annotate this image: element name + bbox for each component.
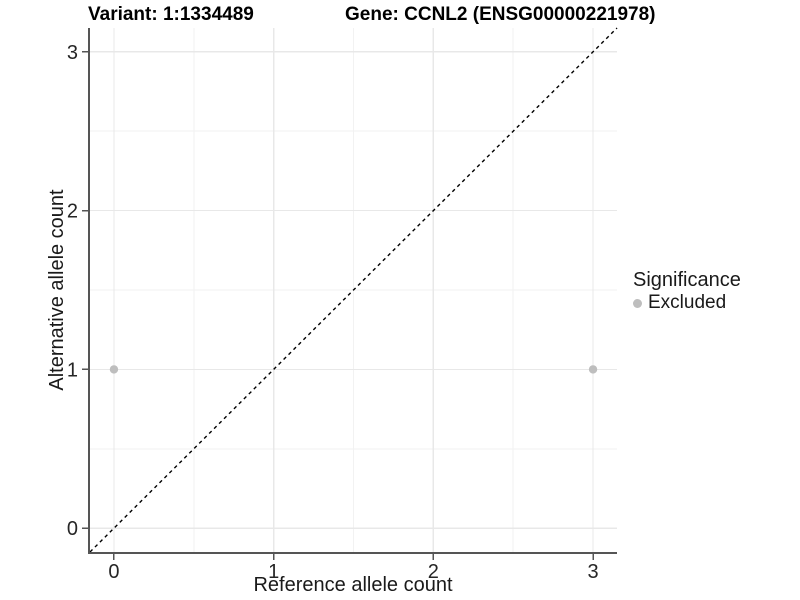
y-axis-title: Alternative allele count xyxy=(46,189,68,391)
y-tick-label: 2 xyxy=(67,201,78,223)
y-tick-label: 3 xyxy=(67,42,78,64)
x-axis-title: Reference allele count xyxy=(253,574,453,596)
legend-entry-label: Excluded xyxy=(648,292,727,313)
plot-title-gene: Gene: CCNL2 (ENSG00000221978) xyxy=(345,4,656,25)
x-tick-label: 0 xyxy=(108,561,119,583)
legend-entry-excluded: Excluded xyxy=(633,292,741,314)
x-tick-label: 1 xyxy=(268,561,279,583)
data-point xyxy=(109,365,119,374)
y-tick-label: 1 xyxy=(67,359,78,381)
y-tick-label: 0 xyxy=(67,518,78,540)
plot-title-variant: Variant: 1:1334489 xyxy=(88,4,254,25)
data-point xyxy=(588,365,598,374)
x-tick-label: 2 xyxy=(428,561,439,583)
identity-dashed-line xyxy=(89,27,618,553)
legend-title: Significance xyxy=(633,269,741,291)
legend: Significance Excluded xyxy=(633,269,741,314)
x-tick-label: 3 xyxy=(587,561,598,583)
legend-point-icon xyxy=(633,298,642,308)
